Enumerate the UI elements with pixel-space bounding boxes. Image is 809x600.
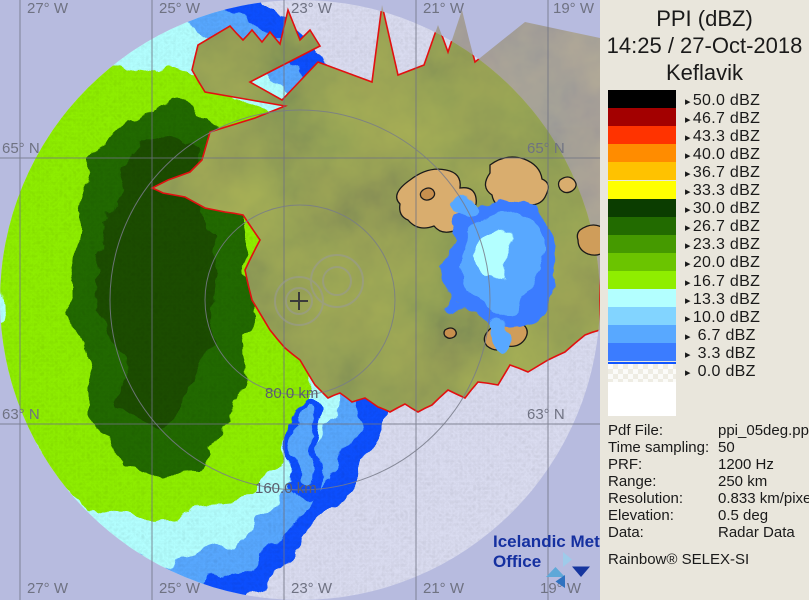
svg-text:Icelandic Met: Icelandic Met (493, 532, 600, 551)
svg-text:160.0 km: 160.0 km (255, 480, 317, 497)
svg-text:21° W: 21° W (423, 580, 465, 597)
svg-text:63° N: 63° N (2, 406, 40, 423)
svg-text:65° N: 65° N (527, 140, 565, 157)
svg-text:25° W: 25° W (159, 580, 201, 597)
svg-text:63° N: 63° N (527, 406, 565, 423)
svg-text:21° W: 21° W (423, 0, 465, 17)
svg-text:25° W: 25° W (159, 0, 201, 17)
svg-text:Office: Office (493, 552, 541, 571)
svg-text:80.0 km: 80.0 km (265, 385, 318, 402)
svg-text:19° W: 19° W (553, 0, 595, 17)
svg-text:27° W: 27° W (27, 0, 69, 17)
svg-text:23° W: 23° W (291, 0, 333, 17)
svg-text:23° W: 23° W (291, 580, 333, 597)
svg-text:27° W: 27° W (27, 580, 69, 597)
svg-text:65° N: 65° N (2, 140, 40, 157)
